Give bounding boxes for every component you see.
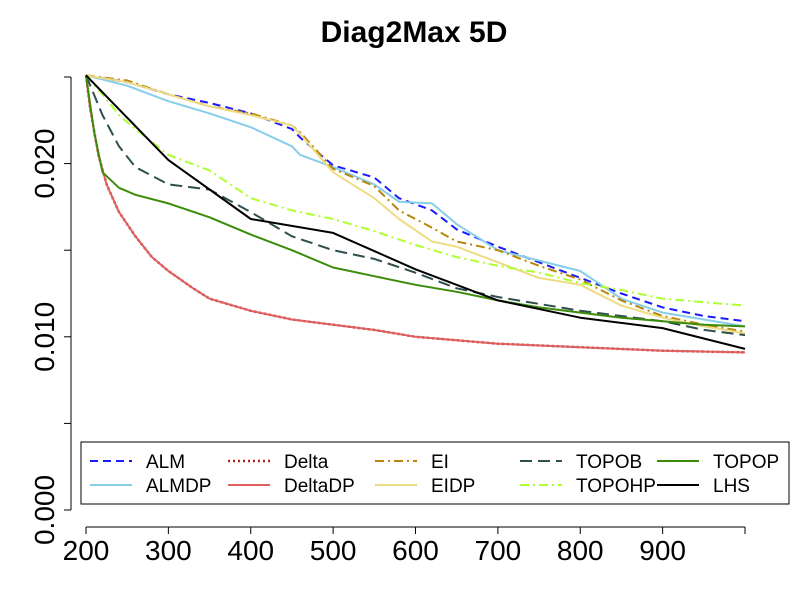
- legend-box: [80, 441, 790, 505]
- axes: 200 300 400 500 600 700 800 900 0.000 0.010 0.020: [29, 76, 746, 566]
- legend-label-topob: TOPOB: [576, 452, 642, 473]
- y-tick-label: 0.000: [29, 475, 60, 545]
- x-tick-label: 900: [639, 535, 686, 566]
- legend-label-lhs: LHS: [713, 476, 750, 497]
- chart-title: Diag2Max 5D: [321, 16, 508, 49]
- series-line-alm: [85, 74, 746, 323]
- x-tick-label: 500: [310, 535, 357, 566]
- legend-label-almdp: ALMDP: [146, 476, 211, 497]
- legend-label-ei: EI: [431, 452, 449, 473]
- legend-label-topop: TOPOP: [713, 452, 779, 473]
- y-tick-label: 0.020: [29, 129, 60, 199]
- x-tick-label: 200: [63, 535, 110, 566]
- x-tick-label: 800: [557, 535, 604, 566]
- series-line-topohp: [85, 74, 746, 307]
- series-line-deltadp: [85, 75, 746, 354]
- series-line-eidp: [85, 74, 746, 335]
- x-tick-label: 700: [475, 535, 522, 566]
- legend-label-delta: Delta: [284, 452, 329, 473]
- series-layer: [84, 74, 746, 354]
- series-line-almdp: [85, 74, 746, 328]
- y-tick-label: 0.010: [29, 302, 60, 372]
- legend: ALM ALMDP Delta DeltaDP EI EIDP TOPOB TOPOHP TOP…: [80, 441, 790, 505]
- x-tick-label: 600: [392, 535, 439, 566]
- legend-label-topohp: TOPOHP: [576, 476, 656, 497]
- series-line-lhs: [85, 74, 746, 350]
- legend-label-deltadp: DeltaDP: [284, 476, 355, 497]
- x-tick-label: 400: [227, 535, 274, 566]
- legend-label-alm: ALM: [146, 452, 185, 473]
- x-tick-label: 300: [145, 535, 192, 566]
- series-line-topob: [85, 74, 746, 337]
- legend-label-eidp: EIDP: [431, 476, 475, 497]
- series-line-topop: [85, 75, 746, 328]
